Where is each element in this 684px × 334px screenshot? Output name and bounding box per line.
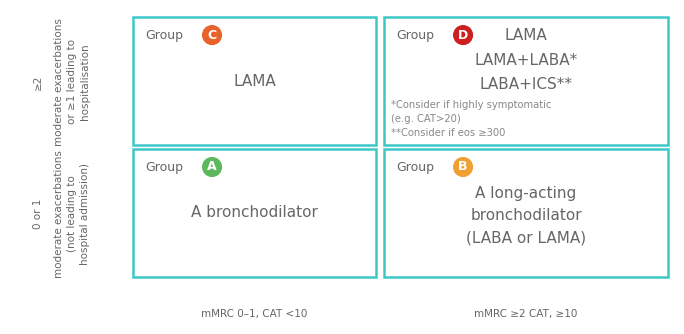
Text: A bronchodilator: A bronchodilator [191,205,318,219]
Text: mMRC ≥2 CAT, ≥10: mMRC ≥2 CAT, ≥10 [474,309,578,319]
Text: B: B [458,161,468,173]
Text: moderate exacerbations
(not leading to
hospital admission): moderate exacerbations (not leading to h… [53,150,90,278]
Ellipse shape [453,158,473,176]
Text: Group: Group [397,29,435,41]
Text: 0 or 1: 0 or 1 [33,199,42,229]
Text: LAMA: LAMA [233,74,276,89]
Ellipse shape [202,26,222,44]
Text: *Consider if highly symptomatic
(e.g. CAT>20)
**Consider if eos ≥300: *Consider if highly symptomatic (e.g. CA… [391,100,552,138]
Text: A: A [207,161,217,173]
Text: Group: Group [146,29,184,41]
Text: C: C [207,29,217,41]
Text: A long-acting
bronchodilator
(LABA or LAMA): A long-acting bronchodilator (LABA or LA… [466,186,586,245]
Text: moderate exacerbations
or ≥1 leading to
hospitalisation: moderate exacerbations or ≥1 leading to … [53,18,90,146]
Text: ≥2: ≥2 [33,74,42,90]
Text: mMRC 0–1, CAT <10: mMRC 0–1, CAT <10 [201,309,308,319]
FancyBboxPatch shape [133,17,376,145]
Text: D: D [458,29,468,41]
Text: Group: Group [146,161,184,173]
Ellipse shape [202,158,222,176]
FancyBboxPatch shape [133,149,376,277]
FancyBboxPatch shape [384,17,668,145]
Text: Group: Group [397,161,435,173]
FancyBboxPatch shape [384,149,668,277]
Text: LAMA
LAMA+LABA*
LABA+ICS**: LAMA LAMA+LABA* LABA+ICS** [475,28,577,92]
Ellipse shape [453,26,473,44]
